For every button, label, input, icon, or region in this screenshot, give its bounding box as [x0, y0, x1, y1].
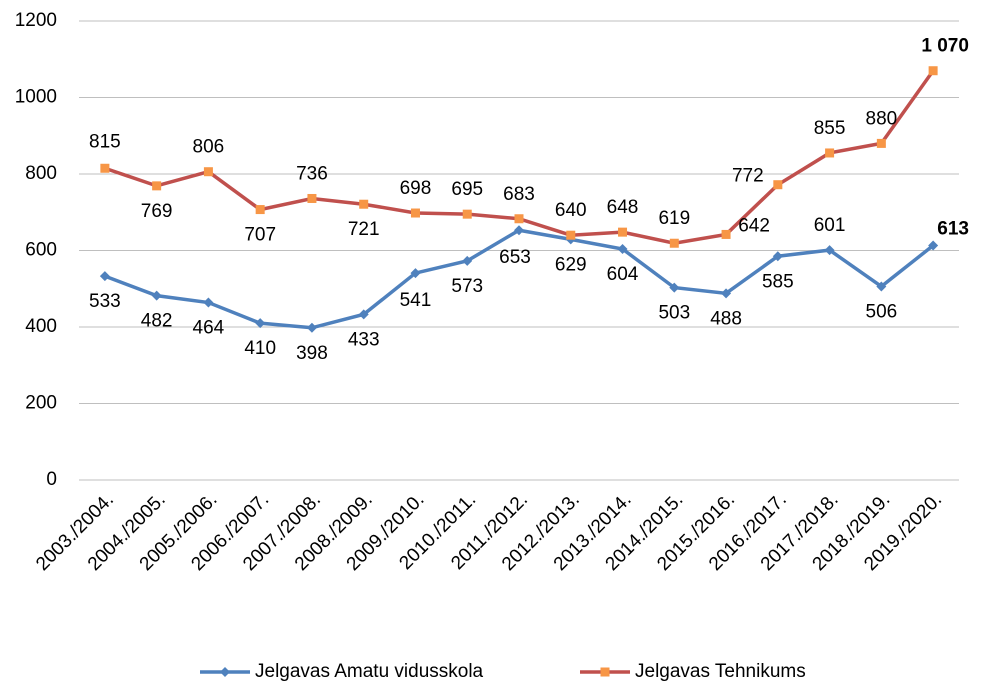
marker — [825, 148, 835, 158]
data-label: 640 — [555, 200, 587, 221]
marker — [358, 309, 369, 320]
marker — [462, 255, 473, 266]
data-label: 806 — [193, 137, 225, 158]
marker — [566, 230, 576, 240]
data-label: 573 — [451, 276, 483, 297]
data-label: 585 — [762, 271, 794, 292]
marker — [876, 281, 887, 292]
marker — [721, 229, 731, 239]
data-label: 410 — [244, 338, 276, 359]
marker — [306, 322, 317, 333]
legend-marker — [220, 667, 230, 677]
y-tick-label: 400 — [25, 316, 57, 337]
y-tick-label: 1200 — [15, 10, 57, 31]
legend-label: Jelgavas Amatu vidusskola — [255, 661, 484, 682]
data-label: 482 — [141, 311, 173, 332]
data-label: 541 — [400, 290, 432, 311]
data-label: 619 — [658, 208, 690, 229]
marker — [618, 227, 628, 237]
data-label: 642 — [738, 215, 770, 236]
data-label: 769 — [141, 201, 173, 222]
marker — [100, 163, 110, 173]
data-label: 613 — [937, 219, 969, 240]
data-label: 695 — [451, 179, 483, 200]
marker — [359, 199, 369, 209]
marker — [99, 271, 110, 282]
y-tick-label: 1000 — [15, 87, 57, 108]
marker — [410, 208, 420, 218]
data-label: 1 070 — [921, 36, 969, 57]
marker — [773, 180, 783, 190]
data-label: 855 — [814, 118, 846, 139]
marker — [514, 225, 524, 236]
marker — [151, 290, 162, 301]
marker — [928, 240, 939, 251]
marker — [617, 243, 628, 254]
data-label: 707 — [244, 225, 276, 246]
marker — [721, 288, 732, 299]
marker — [307, 193, 317, 203]
data-label: 815 — [89, 131, 121, 152]
data-label: 648 — [607, 197, 639, 218]
marker — [928, 66, 938, 76]
legend-label: Jelgavas Tehnikums — [635, 661, 806, 682]
marker — [669, 238, 679, 248]
y-tick-label: 600 — [25, 240, 57, 261]
marker — [152, 181, 162, 191]
marker — [203, 297, 214, 308]
marker — [410, 268, 421, 279]
y-tick-label: 800 — [25, 163, 57, 184]
data-label: 880 — [866, 108, 898, 129]
marker — [824, 245, 835, 256]
data-label: 503 — [658, 303, 690, 324]
data-label: 604 — [607, 264, 639, 285]
data-label: 772 — [732, 166, 764, 187]
data-label: 653 — [499, 247, 531, 268]
data-label: 398 — [296, 343, 328, 364]
marker — [876, 138, 886, 148]
marker — [203, 167, 213, 177]
data-label: 736 — [296, 163, 328, 184]
data-label: 464 — [193, 318, 225, 339]
marker — [255, 205, 265, 215]
data-label: 698 — [400, 178, 432, 199]
marker — [255, 318, 266, 329]
y-tick-label: 0 — [46, 469, 57, 490]
marker — [669, 282, 680, 293]
marker — [772, 251, 783, 262]
data-label: 629 — [555, 254, 587, 275]
y-tick-label: 200 — [25, 393, 57, 414]
legend-marker — [600, 667, 610, 677]
data-label: 683 — [503, 184, 535, 205]
data-label: 601 — [814, 215, 846, 236]
marker — [462, 209, 472, 219]
data-label: 506 — [866, 301, 898, 322]
data-label: 721 — [348, 219, 380, 240]
data-label: 488 — [710, 308, 742, 329]
data-label: 433 — [348, 329, 380, 350]
marker — [514, 214, 524, 224]
series-line — [104, 228, 935, 330]
data-label: 533 — [89, 291, 121, 312]
